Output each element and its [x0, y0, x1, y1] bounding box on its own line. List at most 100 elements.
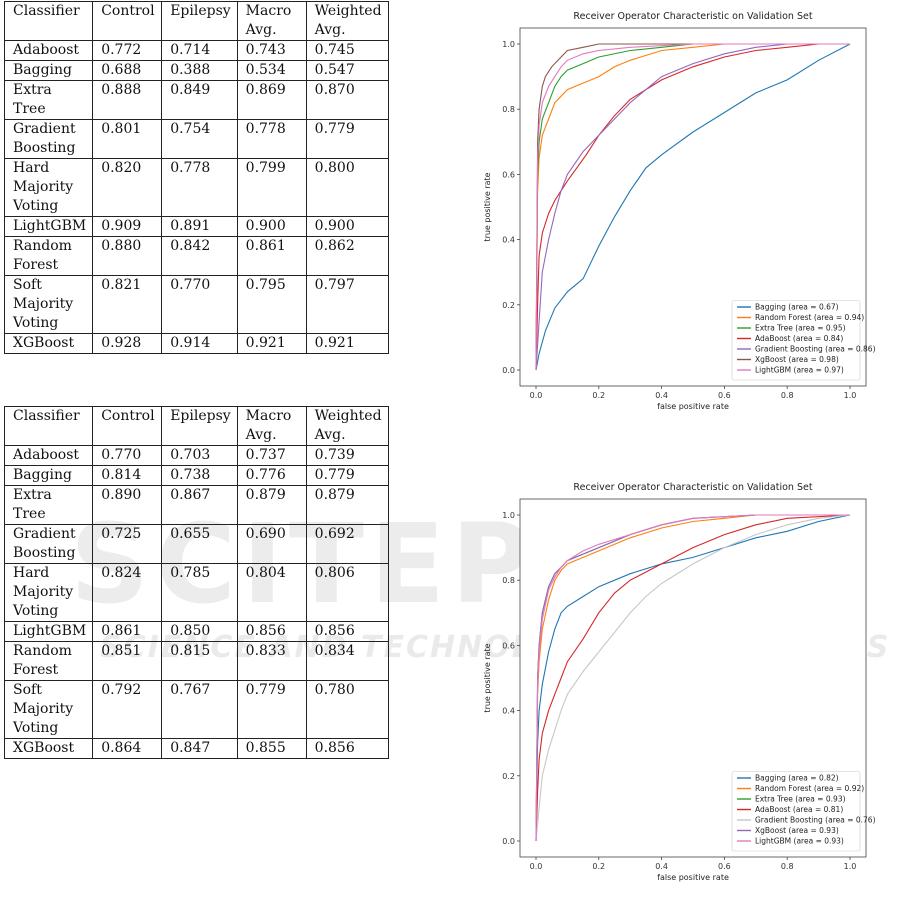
score-cell: 0.914	[161, 333, 238, 354]
score-cell: 0.890	[92, 485, 163, 525]
classifier-cell: XGBoost	[3, 738, 94, 759]
roc-series-line	[535, 43, 850, 371]
legend-entry: AdaBoost (area = 0.84)	[755, 334, 843, 343]
score-cell: 0.861	[236, 236, 307, 276]
score-cell: 0.692	[305, 524, 389, 564]
score-cell: 0.725	[92, 524, 163, 564]
score-cell: 0.799	[236, 158, 307, 217]
x-axis-label: false positive rate	[657, 402, 729, 411]
score-cell: 0.856	[305, 738, 389, 759]
score-cell: 0.688	[92, 60, 163, 81]
score-cell: 0.856	[305, 621, 389, 642]
score-cell: 0.921	[305, 333, 389, 354]
legend-entry: Random Forest (area = 0.94)	[755, 313, 864, 322]
y-tick-label: 0.6	[502, 170, 515, 179]
x-tick-label: 0.8	[781, 391, 794, 400]
score-cell: 0.738	[161, 465, 238, 486]
x-tick-label: 0.2	[592, 391, 605, 400]
y-tick-label: 0.6	[502, 641, 515, 650]
score-cell: 0.778	[236, 119, 307, 159]
y-tick-label: 0.0	[502, 366, 515, 375]
classifier-cell: LightGBM	[3, 216, 94, 237]
table-row: Hard Majority Voting 0.824 0.785 0.804 0.806	[3, 563, 389, 622]
roc-series-line	[535, 514, 851, 842]
score-cell: 0.745	[305, 40, 389, 61]
score-cell: 0.870	[305, 80, 389, 120]
score-cell: 0.815	[161, 641, 238, 681]
score-cell: 0.867	[161, 485, 238, 525]
x-tick-label: 0.4	[655, 862, 668, 871]
score-cell: 0.779	[236, 680, 307, 739]
y-tick-label: 0.4	[502, 236, 515, 245]
legend-entry: Extra Tree (area = 0.95)	[755, 324, 846, 333]
table-row: Extra Tree 0.890 0.867 0.879 0.879	[3, 485, 389, 525]
results-table-1: Classifier Control Epilepsy Macro Avg. W…	[3, 1, 389, 354]
table-row: Bagging 0.814 0.738 0.776 0.779	[3, 465, 389, 486]
score-cell: 0.824	[92, 563, 163, 622]
classifier-cell: Gradient Boosting	[3, 524, 94, 564]
table-row: XGBoost 0.928 0.914 0.921 0.921	[3, 333, 389, 354]
classifier-cell: Adaboost	[3, 40, 94, 61]
header-cell: Weighted Avg.	[305, 406, 389, 446]
roc-series-line	[535, 514, 851, 842]
score-cell: 0.739	[305, 445, 389, 466]
score-cell: 0.900	[305, 216, 389, 237]
header-cell: Epilepsy	[161, 406, 238, 446]
score-cell: 0.779	[305, 465, 389, 486]
header-cell: Weighted Avg.	[305, 1, 389, 41]
score-cell: 0.772	[92, 40, 163, 61]
score-cell: 0.690	[236, 524, 307, 564]
score-cell: 0.814	[92, 465, 163, 486]
legend-entry: XgBoost (area = 0.93)	[755, 826, 839, 835]
score-cell: 0.801	[92, 119, 163, 159]
classifier-cell: Soft Majority Voting	[3, 680, 94, 739]
table-row: LightGBM 0.909 0.891 0.900 0.900	[3, 216, 389, 237]
score-cell: 0.921	[236, 333, 307, 354]
score-cell: 0.888	[92, 80, 163, 120]
score-cell: 0.879	[305, 485, 389, 525]
classifier-cell: Hard Majority Voting	[3, 158, 94, 217]
score-cell: 0.780	[305, 680, 389, 739]
score-cell: 0.737	[236, 445, 307, 466]
score-cell: 0.834	[305, 641, 389, 681]
score-cell: 0.900	[236, 216, 307, 237]
classifier-cell: Adaboost	[3, 445, 94, 466]
classifier-cell: XGBoost	[3, 333, 94, 354]
y-tick-label: 0.8	[502, 105, 515, 114]
score-cell: 0.800	[305, 158, 389, 217]
table-row: Extra Tree 0.888 0.849 0.869 0.870	[3, 80, 389, 120]
table-header-row: Classifier Control Epilepsy Macro Avg. W…	[3, 1, 389, 41]
roc-chart-2: Receiver Operator Characteristic on Vali…	[478, 477, 898, 907]
score-cell: 0.754	[161, 119, 238, 159]
x-tick-label: 0.4	[655, 391, 668, 400]
score-cell: 0.806	[305, 563, 389, 622]
legend-entry: Bagging (area = 0.82)	[755, 774, 839, 783]
table-row: XGBoost 0.864 0.847 0.855 0.856	[3, 738, 389, 759]
legend-entry: Random Forest (area = 0.92)	[755, 784, 864, 793]
score-cell: 0.770	[92, 445, 163, 466]
roc-series-line	[535, 514, 851, 842]
score-cell: 0.703	[161, 445, 238, 466]
score-cell: 0.767	[161, 680, 238, 739]
x-tick-label: 1.0	[844, 391, 857, 400]
x-tick-label: 0.8	[781, 862, 794, 871]
score-cell: 0.833	[236, 641, 307, 681]
x-axis-label: false positive rate	[657, 873, 729, 882]
score-cell: 0.849	[161, 80, 238, 120]
header-cell: Control	[92, 1, 163, 41]
legend-entry: LightGBM (area = 0.93)	[755, 837, 844, 846]
x-tick-label: 0.2	[592, 862, 605, 871]
roc-chart-2-svg: Receiver Operator Characteristic on Vali…	[483, 482, 876, 882]
score-cell: 0.795	[236, 275, 307, 334]
score-cell: 0.842	[161, 236, 238, 276]
table-row: Hard Majority Voting 0.820 0.778 0.799 0.800	[3, 158, 389, 217]
legend-entry: Bagging (area = 0.67)	[755, 303, 839, 312]
roc-series-line	[535, 514, 850, 842]
score-cell: 0.547	[305, 60, 389, 81]
score-cell: 0.861	[92, 621, 163, 642]
classifier-cell: Bagging	[3, 60, 94, 81]
score-cell: 0.388	[161, 60, 238, 81]
header-cell: Macro Avg.	[236, 406, 307, 446]
roc-chart-1-svg: Receiver Operator Characteristic on Vali…	[483, 11, 876, 411]
y-axis-label: true positive rate	[483, 643, 492, 712]
